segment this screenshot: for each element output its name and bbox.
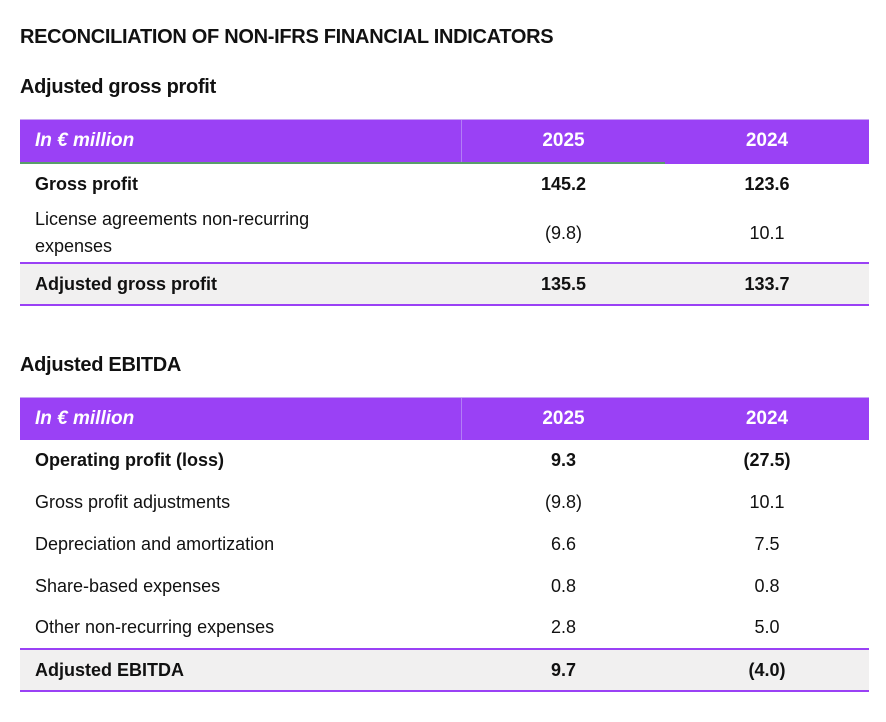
table-row: Other non-recurring expenses 2.8 5.0	[20, 607, 869, 648]
total-value-2025: 135.5	[540, 273, 587, 294]
table-header: In € million 2025 2024	[20, 397, 869, 440]
header-year-2024: 2024	[745, 130, 789, 151]
row-value-2024: 10.1	[749, 222, 785, 243]
row-value-2024: (27.5)	[743, 450, 791, 470]
row-value-2025: 0.8	[550, 576, 577, 596]
row-label: Other non-recurring expenses	[35, 617, 275, 637]
row-value-2025: (9.8)	[544, 491, 582, 512]
header-year-2025: 2025	[542, 130, 585, 151]
row-label: Gross profit	[35, 173, 139, 194]
row-label: License agreements non-recurring expense…	[35, 209, 310, 256]
row-value-2025: (9.8)	[544, 222, 582, 243]
table-total-row: Adjusted EBITDA 9.7 (4.0)	[20, 648, 869, 692]
row-value-2024: 5.0	[754, 617, 780, 637]
row-value-2025: 9.3	[550, 450, 577, 470]
total-value-2025: 9.7	[550, 659, 577, 680]
row-value-2024: 123.6	[744, 173, 790, 194]
table-row: Gross profit 145.2 123.6	[20, 164, 869, 204]
header-unit: In € million	[20, 120, 462, 162]
total-label: Adjusted gross profit	[35, 273, 218, 294]
page-title: RECONCILIATION OF NON-IFRS FINANCIAL IND…	[20, 26, 554, 48]
table-row: Gross profit adjustments (9.8) 10.1	[20, 481, 869, 523]
row-value-2025: 6.6	[550, 534, 577, 554]
row-label: Gross profit adjustments	[35, 491, 231, 512]
table-row: Depreciation and amortization 6.6 7.5	[20, 523, 869, 566]
row-label: Depreciation and amortization	[35, 534, 275, 554]
row-value-2025: 145.2	[540, 173, 587, 194]
header-rule	[20, 162, 665, 164]
row-value-2024: 10.1	[749, 491, 785, 512]
header-year-2024: 2024	[745, 408, 789, 429]
row-label: Share-based expenses	[35, 576, 221, 596]
section-title-gross-profit: Adjusted gross profit	[20, 76, 216, 98]
table-header: In € million 2025 2024	[20, 119, 869, 164]
row-value-2024: 7.5	[754, 534, 780, 554]
table-adjusted-gross-profit: In € million 2025 2024 Gross profit 145.…	[20, 119, 869, 306]
section-title-ebitda: Adjusted EBITDA	[20, 354, 182, 376]
row-label: Operating profit (loss)	[35, 450, 224, 470]
total-value-2024: (4.0)	[748, 659, 786, 680]
table-row: Share-based expenses 0.8 0.8	[20, 566, 869, 607]
header-year-2025: 2025	[542, 408, 585, 429]
total-label: Adjusted EBITDA	[35, 659, 185, 680]
table-total-row: Adjusted gross profit 135.5 133.7	[20, 262, 869, 306]
table-adjusted-ebitda: In € million 2025 2024 Operating profit …	[20, 397, 869, 692]
table-row: License agreements non-recurring expense…	[20, 204, 869, 262]
table-row: Operating profit (loss) 9.3 (27.5)	[20, 440, 869, 481]
row-value-2025: 2.8	[550, 617, 577, 637]
row-value-2024: 0.8	[754, 576, 780, 596]
total-value-2024: 133.7	[744, 273, 790, 294]
header-rule	[665, 162, 869, 164]
header-unit: In € million	[20, 398, 462, 440]
